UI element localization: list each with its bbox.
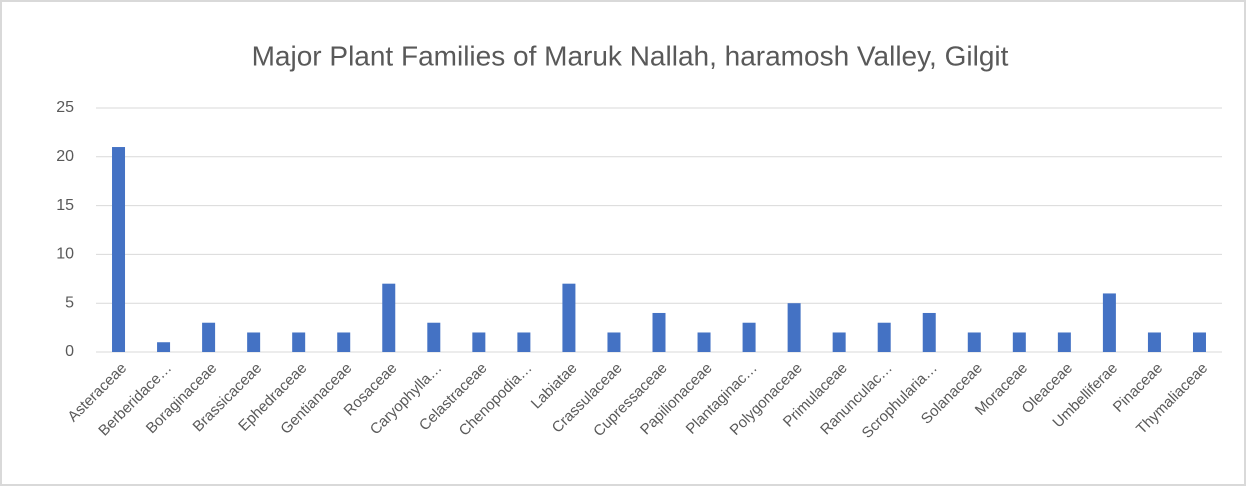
y-tick-label: 20 — [56, 148, 74, 165]
y-tick-label: 25 — [56, 99, 74, 116]
bar — [472, 332, 486, 352]
bar — [1147, 332, 1161, 352]
y-tick-label: 15 — [56, 197, 74, 214]
bar — [292, 332, 306, 352]
bar — [562, 283, 576, 352]
bar — [517, 332, 531, 352]
bar — [112, 147, 126, 352]
y-tick-label: 0 — [65, 343, 74, 360]
bar — [652, 312, 666, 352]
bar — [922, 312, 936, 352]
bar — [202, 322, 216, 352]
bar — [1012, 332, 1026, 352]
bar — [967, 332, 981, 352]
bar — [247, 332, 261, 352]
bar — [337, 332, 351, 352]
bar — [382, 283, 396, 352]
bar — [607, 332, 621, 352]
bar — [832, 332, 846, 352]
bar — [742, 322, 756, 352]
bar — [877, 322, 891, 352]
chart-title: Major Plant Families of Maruk Nallah, ha… — [252, 40, 1009, 71]
bar — [1192, 332, 1206, 352]
bar — [1057, 332, 1071, 352]
bar — [427, 322, 441, 352]
bar — [157, 342, 171, 352]
bar — [787, 303, 801, 352]
y-tick-label: 10 — [56, 246, 74, 263]
y-tick-label: 5 — [65, 294, 74, 311]
bar — [697, 332, 711, 352]
bar — [1102, 293, 1116, 352]
